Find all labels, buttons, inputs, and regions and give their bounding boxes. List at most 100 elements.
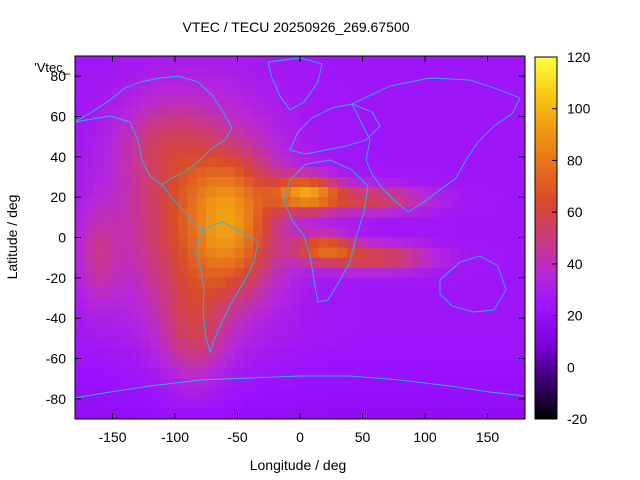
heatmap-cell — [459, 257, 470, 269]
heatmap-cell — [150, 277, 160, 289]
heatmap-cell — [225, 408, 235, 420]
heatmap-cell — [75, 227, 85, 238]
heatmap-cell — [440, 86, 451, 97]
heatmap-cell — [459, 166, 470, 178]
heatmap-cell — [375, 298, 385, 309]
colorbar-tick-label: 40 — [567, 256, 583, 272]
heatmap-cell — [196, 96, 207, 107]
heatmap-cell — [450, 267, 460, 279]
heatmap-cell — [459, 318, 470, 329]
heatmap-cell — [215, 318, 226, 329]
heatmap-cell — [459, 177, 470, 188]
heatmap-cell — [506, 388, 517, 400]
heatmap-cell — [262, 187, 273, 198]
heatmap-cell — [459, 156, 470, 168]
heatmap-cell — [506, 318, 517, 329]
heatmap-cell — [468, 398, 479, 410]
heatmap-cell — [121, 358, 132, 369]
heatmap-cell — [168, 86, 179, 97]
heatmap-cell — [150, 76, 160, 87]
heatmap-cell — [253, 166, 263, 178]
heatmap-cell — [150, 237, 160, 248]
heatmap-cell — [150, 166, 160, 178]
heatmap-cell — [253, 96, 263, 107]
heatmap-cell — [121, 388, 132, 400]
heatmap-cell — [393, 368, 404, 380]
heatmap-cell — [262, 308, 273, 319]
heatmap-cell — [215, 96, 226, 107]
heatmap-cell — [375, 277, 385, 289]
heatmap-cell — [468, 156, 479, 168]
heatmap-cell — [206, 156, 217, 168]
heatmap-cell — [468, 358, 479, 369]
heatmap-cell — [187, 146, 198, 158]
heatmap-cell — [515, 116, 526, 127]
heatmap-cell — [468, 177, 479, 188]
heatmap-cell — [93, 408, 104, 420]
heatmap-cell — [318, 56, 329, 67]
heatmap-cell — [93, 166, 104, 178]
heatmap-cell — [187, 156, 198, 168]
heatmap-cell — [234, 338, 245, 349]
heatmap-cell — [459, 287, 470, 299]
heatmap-cell — [356, 247, 367, 259]
heatmap-cell — [112, 56, 123, 67]
heatmap-cell — [281, 277, 292, 289]
heatmap-cell — [506, 287, 517, 299]
heatmap-cell — [384, 197, 395, 208]
heatmap-cell — [496, 358, 507, 369]
heatmap-cell — [487, 298, 498, 309]
north-america-coastline — [74, 75, 233, 186]
heatmap-cell — [468, 126, 479, 138]
heatmap-cell — [290, 116, 301, 127]
heatmap-cell — [506, 328, 517, 339]
heatmap-cell — [253, 76, 263, 87]
heatmap-cell — [215, 237, 226, 248]
heatmap-cell — [337, 388, 348, 400]
heatmap-cell — [281, 348, 292, 359]
heatmap-cell — [468, 56, 479, 67]
heatmap-cell — [84, 267, 95, 279]
heatmap-cell — [93, 56, 104, 67]
heatmap-cell — [150, 358, 160, 369]
heatmap-cell — [440, 308, 451, 319]
heatmap-cell — [196, 116, 207, 127]
heatmap-cell — [243, 56, 254, 67]
heatmap-cell — [290, 197, 301, 208]
heatmap-cell — [300, 348, 310, 359]
y-tick-label: 80 — [50, 68, 66, 84]
heatmap-cell — [393, 146, 404, 158]
heatmap-cell — [365, 287, 376, 299]
heatmap-cell — [75, 318, 85, 329]
heatmap-cell — [215, 76, 226, 87]
heatmap-cell — [403, 247, 413, 259]
heatmap-cell — [337, 76, 348, 87]
heatmap-cell — [215, 277, 226, 289]
heatmap-cell — [131, 318, 142, 329]
heatmap-cell — [450, 358, 460, 369]
heatmap-cell — [318, 338, 329, 349]
heatmap-cell — [206, 298, 217, 309]
heatmap-cell — [196, 318, 207, 329]
heatmap-cell — [281, 388, 292, 400]
heatmap-cell — [318, 76, 329, 87]
heatmap-cell — [93, 308, 104, 319]
heatmap-cell — [346, 76, 357, 87]
heatmap-cell — [225, 86, 235, 97]
heatmap-cell — [356, 388, 367, 400]
heatmap-cell — [150, 227, 160, 238]
heatmap-cell — [318, 156, 329, 168]
heatmap-cell — [421, 237, 432, 248]
heatmap-cell — [140, 217, 151, 228]
heatmap-cell — [140, 227, 151, 238]
heatmap-cell — [431, 116, 442, 127]
heatmap-cell — [159, 227, 170, 238]
heatmap-cell — [215, 197, 226, 208]
heatmap-cell — [459, 277, 470, 289]
heatmap-cell — [75, 187, 85, 198]
heatmap-cell — [346, 378, 357, 390]
heatmap-cell — [262, 247, 273, 259]
heatmap-cell — [478, 156, 488, 168]
heatmap-cell — [459, 237, 470, 248]
heatmap-cell — [421, 277, 432, 289]
